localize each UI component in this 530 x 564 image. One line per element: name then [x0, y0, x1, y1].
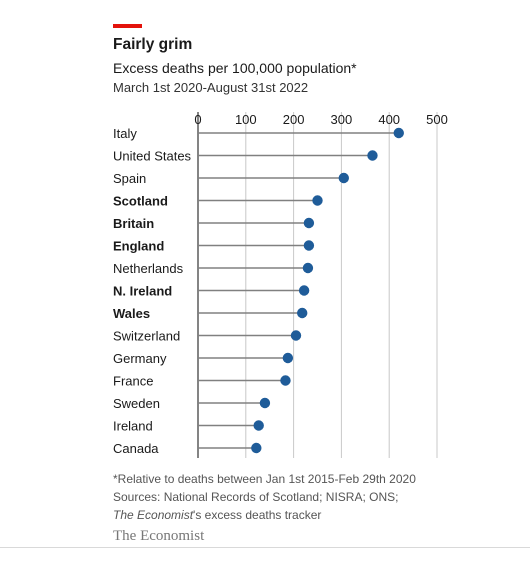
- x-tick-label: 100: [235, 112, 257, 127]
- category-label: Spain: [113, 171, 146, 186]
- x-tick-label: 500: [426, 112, 448, 127]
- category-label: Britain: [113, 216, 154, 231]
- x-tick-label: 400: [378, 112, 400, 127]
- bottom-divider: [0, 547, 530, 548]
- x-tick-label: 0: [194, 112, 201, 127]
- category-label: United States: [113, 149, 192, 164]
- data-point: [251, 442, 262, 454]
- data-point: [297, 307, 308, 319]
- category-label: France: [113, 374, 153, 389]
- x-tick-label: 300: [331, 112, 353, 127]
- category-label: Switzerland: [113, 329, 180, 344]
- data-point: [303, 240, 315, 251]
- footnotes: *Relative to deaths between Jan 1st 2015…: [113, 470, 416, 524]
- category-label: Sweden: [113, 396, 160, 411]
- category-label: Italy: [113, 126, 137, 141]
- date-range: March 1st 2020-August 31st 2022: [113, 80, 309, 95]
- data-point: [253, 420, 264, 431]
- data-point: [302, 262, 314, 274]
- chart-title: Fairly grim: [113, 36, 193, 53]
- footnote: *Relative to deaths between Jan 1st 2015…: [113, 472, 416, 486]
- data-point: [259, 397, 271, 409]
- data-point: [290, 330, 302, 341]
- data-point: [312, 195, 323, 206]
- category-label: Germany: [113, 351, 167, 366]
- category-label: England: [113, 239, 164, 254]
- data-point: [338, 172, 349, 184]
- category-label: Canada: [113, 441, 159, 456]
- brand-accent-bar: [113, 24, 142, 28]
- x-tick-label: 200: [283, 112, 305, 127]
- tracker-credit: The Economist's excess deaths tracker: [113, 506, 416, 524]
- category-label: Ireland: [113, 419, 153, 434]
- chart-subtitle: Excess deaths per 100,000 population*: [113, 60, 357, 76]
- data-point: [303, 217, 315, 229]
- category-label: N. Ireland: [113, 284, 172, 299]
- category-label: Wales: [113, 306, 150, 321]
- data-point: [393, 127, 404, 139]
- category-label: Scotland: [113, 194, 168, 209]
- sources-line: Sources: National Records of Scotland; N…: [113, 490, 399, 504]
- data-point: [282, 352, 294, 364]
- economist-logo-text: The Economist: [113, 528, 205, 544]
- data-point: [280, 375, 291, 386]
- data-point: [367, 150, 378, 161]
- category-label: Netherlands: [113, 261, 184, 276]
- tracker-credit-rest: 's excess deaths tracker: [193, 508, 322, 522]
- tracker-credit-italic: The Economist: [113, 508, 194, 522]
- data-point: [298, 285, 310, 296]
